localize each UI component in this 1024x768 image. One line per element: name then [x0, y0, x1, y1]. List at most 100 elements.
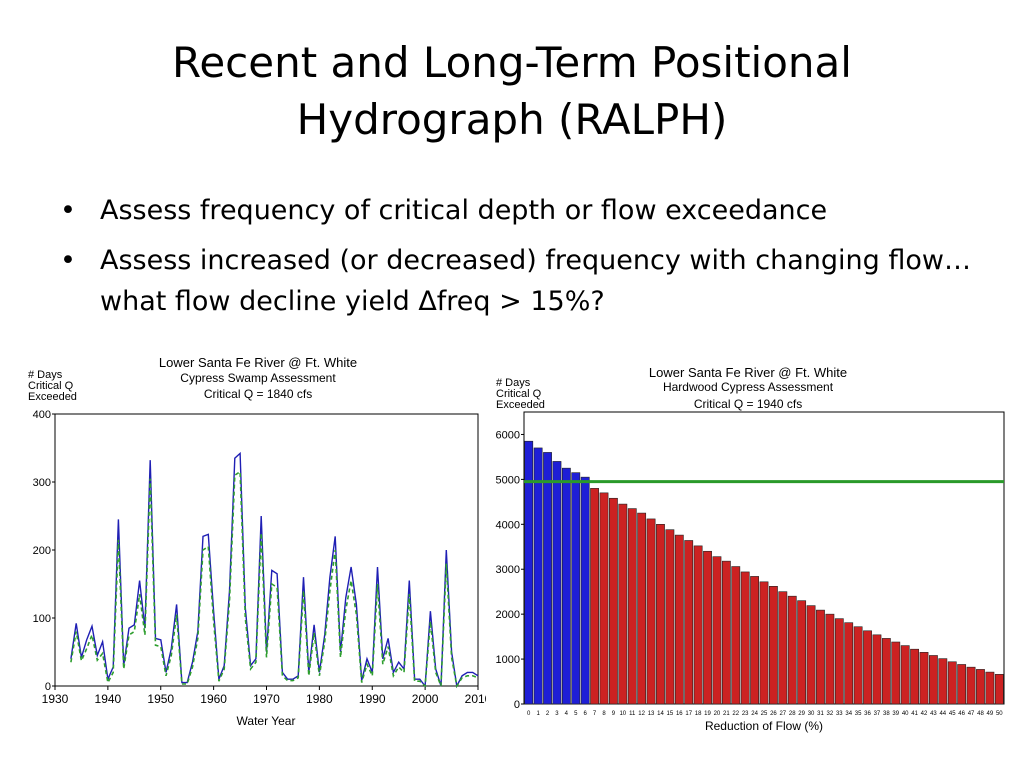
left-chart-y-axis: 0 100 200 300 400 [33, 409, 55, 693]
right-x-tick-label: 50 [996, 711, 1003, 717]
left-x-tick-label: 1990 [359, 692, 386, 706]
left-y-tick-label: 0 [45, 681, 51, 693]
bar-below-threshold [618, 503, 628, 705]
right-x-tick-label: 17 [685, 711, 692, 717]
right-y-tick-label: 6000 [496, 429, 520, 441]
bar-above-threshold [561, 467, 571, 705]
bullet-text: Assess frequency of critical depth or fl… [100, 195, 828, 226]
bar-above-threshold [524, 440, 534, 705]
bullet-glyph: • [60, 245, 76, 276]
right-chart-bar-group [524, 440, 1004, 705]
right-x-tick-label: 47 [968, 711, 975, 717]
right-x-tick-label: 45 [949, 711, 956, 717]
bullet-item: • Assess frequency of critical depth or … [58, 190, 988, 231]
bar-below-threshold [609, 497, 618, 705]
right-x-tick-label: 39 [892, 711, 899, 717]
bar-below-threshold [769, 586, 778, 705]
slide-title-line-1: Recent and Long-Term Positional [172, 38, 852, 87]
bar-below-threshold [590, 488, 599, 705]
bar-below-threshold [853, 626, 863, 705]
right-x-tick-label: 36 [864, 711, 871, 717]
right-x-tick-label: 5 [574, 711, 578, 717]
right-x-tick-label: 40 [902, 711, 909, 717]
bar-below-threshold [703, 550, 712, 705]
right-x-tick-label: 30 [808, 711, 815, 717]
left-x-tick-label: 1950 [147, 692, 174, 706]
bar-below-threshold [693, 545, 703, 705]
bar-below-threshold [929, 655, 938, 705]
right-x-tick-label: 26 [770, 711, 777, 717]
bullet-glyph: • [60, 195, 76, 226]
left-series-line-dashed [70, 470, 479, 689]
right-x-tick-label: 44 [939, 711, 946, 717]
bar-below-threshold [637, 512, 647, 705]
right-y-tick-label: 4000 [496, 519, 520, 531]
right-x-tick-label: 8 [602, 711, 606, 717]
right-x-tick-label: 32 [827, 711, 834, 717]
right-x-tick-label: 24 [751, 711, 758, 717]
right-x-tick-label: 3 [555, 711, 559, 717]
left-chart-ylabel-line-2: Critical Q [28, 380, 74, 392]
left-y-tick-label: 300 [33, 477, 51, 489]
right-x-tick-label: 14 [657, 711, 664, 717]
right-x-tick-label: 28 [789, 711, 796, 717]
bar-below-threshold [825, 613, 835, 705]
left-chart-xlabel: Water Year [237, 714, 296, 728]
bar-below-threshold [684, 540, 694, 705]
bar-below-threshold [947, 661, 957, 705]
right-chart: Lower Santa Fe River @ Ft. White Hardwoo… [496, 365, 1005, 733]
right-x-tick-label: 12 [638, 711, 645, 717]
bar-below-threshold [910, 648, 919, 705]
right-x-tick-label: 9 [612, 711, 616, 717]
right-x-tick-label: 48 [977, 711, 984, 717]
right-x-tick-label: 1 [536, 711, 540, 717]
right-x-tick-label: 49 [987, 711, 994, 717]
right-x-tick-label: 27 [779, 711, 786, 717]
right-chart-annotation: Critical Q = 1940 cfs [694, 397, 802, 411]
right-x-tick-label: 20 [714, 711, 721, 717]
bar-below-threshold [740, 571, 750, 705]
bar-below-threshold [844, 622, 854, 705]
bar-above-threshold [552, 461, 562, 705]
bar-below-threshold [759, 581, 769, 705]
left-x-tick-label: 1940 [95, 692, 122, 706]
bar-below-threshold [646, 518, 656, 705]
bar-below-threshold [966, 666, 976, 705]
right-x-tick-label: 10 [619, 711, 626, 717]
left-x-tick-label: 1930 [42, 692, 69, 706]
bar-below-threshold [806, 605, 816, 705]
bar-below-threshold [994, 674, 1004, 705]
right-chart-ylabel-line-3: Exceeded [496, 399, 545, 411]
bar-below-threshold [891, 641, 901, 705]
left-y-tick-label: 100 [33, 613, 51, 625]
right-x-tick-label: 41 [911, 711, 918, 717]
left-x-tick-label: 2000 [412, 692, 439, 706]
right-x-tick-label: 35 [855, 711, 862, 717]
bar-below-threshold [721, 560, 731, 705]
bar-below-threshold [665, 529, 675, 705]
right-chart-x-axis: 0 1 2 3 4 5 6 7 8 9 10 11 12 13 14 15 16 17 18 19 20 21 22 23 24… [527, 711, 1003, 717]
right-x-tick-label: 18 [695, 711, 702, 717]
bar-below-threshold [787, 595, 797, 705]
right-x-tick-label: 0 [527, 711, 531, 717]
right-y-tick-label: 2000 [496, 609, 520, 621]
right-x-tick-label: 7 [593, 711, 597, 717]
bar-below-threshold [881, 638, 891, 705]
bar-below-threshold [778, 591, 788, 705]
right-x-tick-label: 31 [817, 711, 824, 717]
left-chart-title: Lower Santa Fe River @ Ft. White [159, 355, 357, 370]
right-chart-xlabel: Reduction of Flow (%) [705, 719, 823, 733]
slide-title-line-2: Hydrograph (RALPH) [296, 95, 728, 144]
bullet-text: Assess increased (or decreased) frequenc… [100, 245, 971, 317]
bar-below-threshold [797, 600, 807, 705]
right-x-tick-label: 2 [546, 711, 550, 717]
right-chart-ylabel-line-1: # Days [496, 377, 531, 389]
bar-above-threshold [580, 476, 590, 705]
bullet-item: • Assess increased (or decreased) freque… [58, 240, 988, 322]
bar-below-threshold [957, 664, 967, 705]
bar-below-threshold [712, 556, 722, 705]
right-x-tick-label: 29 [798, 711, 805, 717]
right-x-tick-label: 11 [629, 711, 636, 717]
bar-below-threshold [872, 634, 882, 705]
right-x-tick-label: 21 [723, 711, 730, 717]
